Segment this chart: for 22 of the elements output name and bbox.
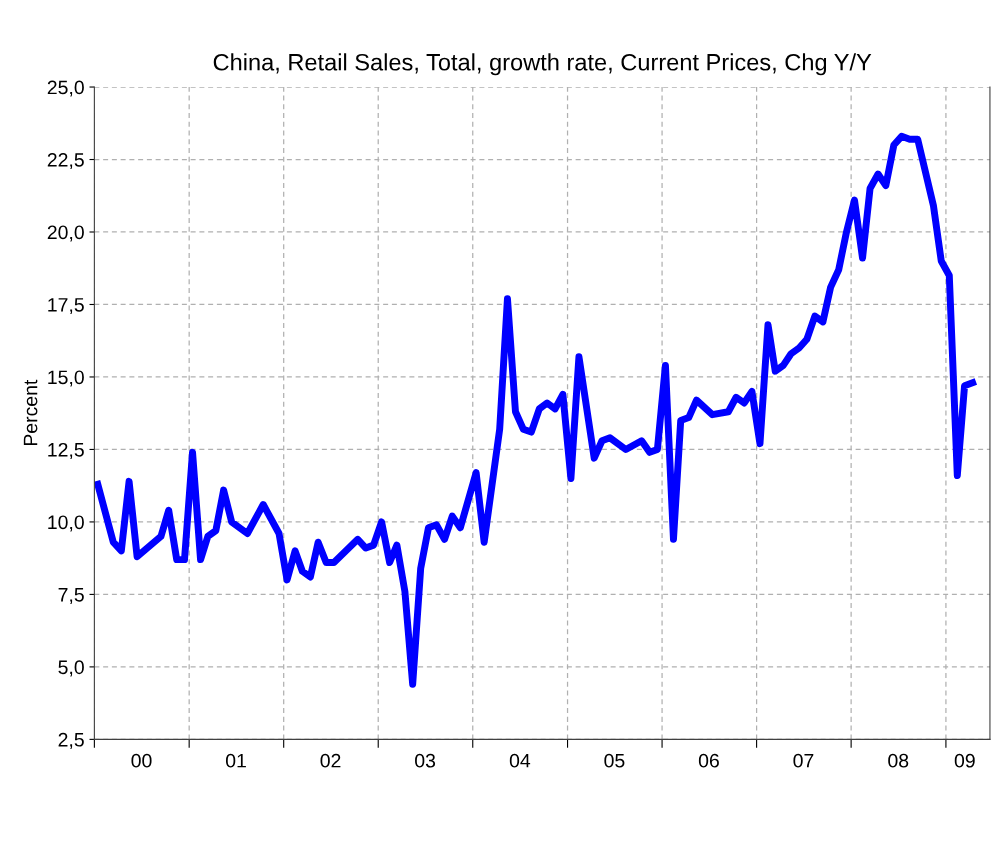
y-tick-label: 15,0 xyxy=(48,370,84,387)
y-tick-label: 2,5 xyxy=(58,732,84,749)
y-tick-label: 5,0 xyxy=(58,660,84,677)
y-tick-label: 12,5 xyxy=(48,442,84,459)
x-tick-label: 07 xyxy=(793,753,814,768)
x-tick-label: 02 xyxy=(320,753,341,768)
x-tick-label: 03 xyxy=(415,753,436,768)
x-tick-label: 00 xyxy=(131,753,152,768)
y-tick-label: 10,0 xyxy=(48,515,84,532)
y-tick-label: 25,0 xyxy=(47,80,84,97)
y-tick-label: 7,5 xyxy=(58,588,84,604)
x-tick-label: 05 xyxy=(604,753,625,768)
x-tick-label: 09 xyxy=(954,753,975,768)
x-tick-label: 06 xyxy=(698,753,719,768)
x-tick-label: 01 xyxy=(225,753,246,768)
y-tick-label: 20,0 xyxy=(47,225,84,242)
y-axis-title: Percent xyxy=(23,379,38,446)
chart-title: China, Retail Sales, Total, growth rate, Current Prices, Chg Y/Y xyxy=(213,53,872,76)
x-tick-label: 04 xyxy=(509,753,531,768)
x-tick-label: 08 xyxy=(888,753,909,768)
y-tick-label: 22,5 xyxy=(47,152,84,170)
y-tick-label: 17,5 xyxy=(48,298,84,315)
